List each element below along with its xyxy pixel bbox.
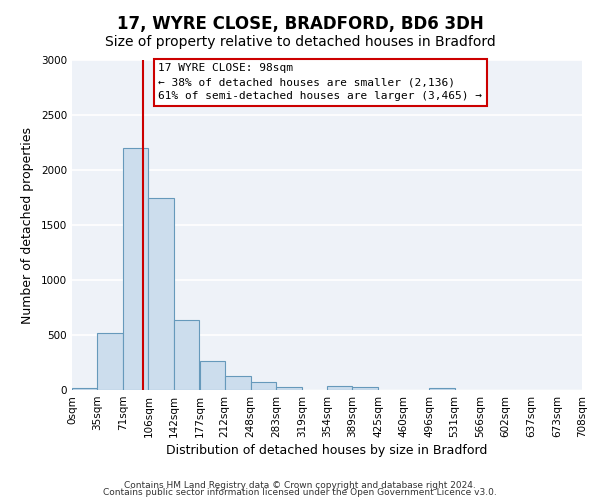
- Text: 17 WYRE CLOSE: 98sqm
← 38% of detached houses are smaller (2,136)
61% of semi-de: 17 WYRE CLOSE: 98sqm ← 38% of detached h…: [158, 64, 482, 102]
- Text: Contains public sector information licensed under the Open Government Licence v3: Contains public sector information licen…: [103, 488, 497, 497]
- Text: Contains HM Land Registry data © Crown copyright and database right 2024.: Contains HM Land Registry data © Crown c…: [124, 480, 476, 490]
- Bar: [352, 386, 378, 390]
- X-axis label: Distribution of detached houses by size in Bradford: Distribution of detached houses by size …: [166, 444, 488, 457]
- Bar: [429, 388, 455, 390]
- Text: 17, WYRE CLOSE, BRADFORD, BD6 3DH: 17, WYRE CLOSE, BRADFORD, BD6 3DH: [116, 15, 484, 33]
- Bar: [199, 362, 225, 390]
- Bar: [123, 148, 148, 390]
- Y-axis label: Number of detached properties: Number of detached properties: [21, 126, 34, 324]
- Bar: [251, 382, 276, 390]
- Bar: [97, 333, 123, 390]
- Bar: [72, 388, 97, 390]
- Bar: [148, 198, 174, 390]
- Bar: [174, 320, 199, 390]
- Text: Size of property relative to detached houses in Bradford: Size of property relative to detached ho…: [104, 35, 496, 49]
- Bar: [276, 386, 302, 390]
- Bar: [225, 376, 251, 390]
- Bar: [327, 386, 352, 390]
